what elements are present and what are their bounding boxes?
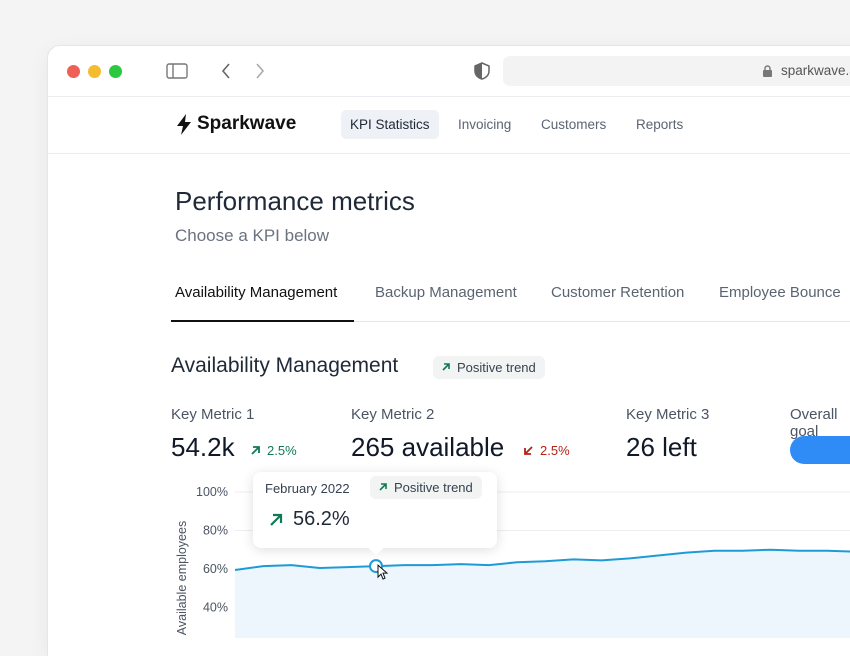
brand-logo [177,114,191,135]
y-tick-label: 60% [203,562,228,576]
metric-label: Key Metric 2 [351,406,435,423]
shield-icon[interactable] [474,62,490,80]
area [235,549,850,638]
toolbar: sparkwave.app [48,46,850,97]
section-title: Availability Management [171,354,399,377]
lock-icon [763,65,772,77]
metric-value: 265 available [351,432,505,462]
url-text: sparkwave.app [781,63,850,78]
nav-item[interactable]: Customers [541,117,607,132]
arrow-up-icon [442,363,450,371]
progress-bar [790,436,850,464]
metric-change: 2.5% [267,443,297,458]
back-button[interactable] [220,62,232,80]
minimize-button[interactable] [88,65,101,78]
forward-button[interactable] [254,62,266,80]
tooltip: February 2022 Positive trend 56.2% [253,472,497,555]
trend-badge: Positive trend [433,356,545,379]
cursor [377,563,389,580]
nav-item[interactable]: KPI Statistics [341,110,439,139]
metric-value: 54.2k [171,432,235,462]
sidebar-icon[interactable] [166,63,188,79]
tab-indicator [171,320,354,322]
metric-label: Key Metric 3 [626,406,710,423]
tab[interactable]: Customer Retention [551,284,685,301]
brand-name: Sparkwave [197,113,297,134]
nav-item[interactable]: Invoicing [458,117,512,132]
metric-label: Key Metric 1 [171,406,255,423]
y-axis-label: Available employees [175,521,189,635]
line [234,548,850,571]
tab[interactable]: Employee Bounce [719,284,841,301]
nav-item[interactable]: Reports [636,117,684,132]
metric-value: 26 left [626,432,697,462]
trend-badge: Positive trend [370,476,482,499]
tooltip-pointer [367,547,385,555]
arrow-up-icon [379,483,387,491]
divider [48,153,850,154]
address-bar[interactable]: sparkwave.app [503,56,850,86]
badge-text: Positive trend [457,360,536,375]
page-title: Performance metrics [175,186,415,216]
arrow-up-icon [251,446,260,455]
close-button[interactable] [67,65,80,78]
tooltip-value: 56.2% [293,508,350,530]
badge-text: Positive trend [394,480,473,495]
arrow-down-icon [524,446,533,455]
tab-active[interactable]: Availability Management [175,284,338,301]
metric-label: Overall goal [790,406,838,440]
page-subtitle: Choose a KPI below [175,226,330,245]
metric-change: 2.5% [540,443,570,458]
y-tick-label: 100% [196,485,228,499]
arrow-up-icon [270,513,283,526]
tabs-divider [171,321,850,322]
page: {"browser": {"url": "sparkwave.app"}, "n… [48,46,850,656]
chart: Available employees 40% 60% 80% 100% [175,485,850,638]
tooltip-date: February 2022 [265,481,350,496]
maximize-button[interactable] [109,65,122,78]
y-tick-label: 40% [203,601,228,615]
y-tick-label: 80% [203,524,228,538]
tab[interactable]: Backup Management [375,284,517,301]
browser-window: sparkwave.app Sparkwave KPI Statistics I… [48,46,850,656]
